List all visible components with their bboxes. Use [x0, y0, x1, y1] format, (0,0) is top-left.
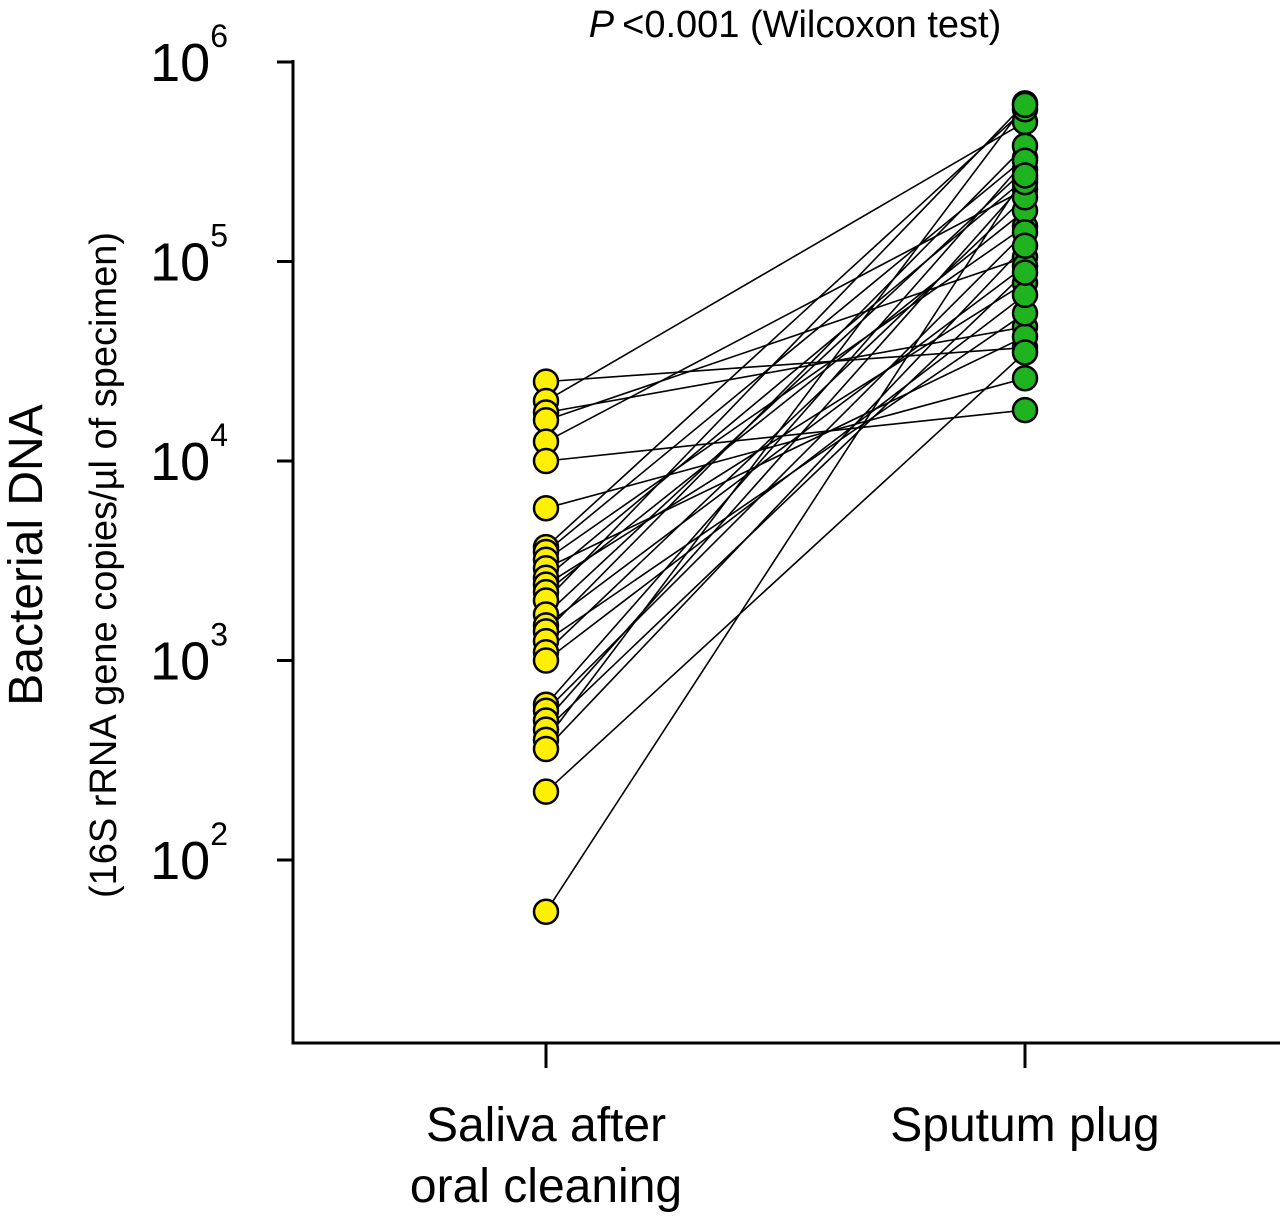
y-tick-base: 10	[150, 632, 210, 692]
y-tick-label: 103	[150, 617, 228, 692]
pair-line	[545, 351, 1026, 793]
pair-line	[545, 271, 1026, 731]
pair-line	[545, 377, 1026, 509]
pair-line	[545, 346, 1026, 383]
chart-title-italic: P	[589, 4, 615, 46]
x-tick-label-line: oral cleaning	[410, 1160, 682, 1213]
pair-line	[545, 326, 1026, 414]
y-tick-exponent: 5	[210, 218, 228, 254]
pair-line	[545, 188, 1026, 443]
y-tick-exponent: 3	[210, 617, 228, 653]
sputum-point	[1011, 162, 1039, 189]
y-tick-base: 10	[150, 233, 210, 293]
pair-line	[545, 121, 1026, 402]
saliva-point	[532, 898, 560, 926]
pair-line	[545, 265, 1026, 627]
pair-line	[545, 102, 1026, 601]
y-tick-base: 10	[150, 831, 210, 891]
y-tick-exponent: 2	[210, 816, 228, 852]
pair-line	[545, 178, 1026, 579]
chart-title: P <0.001 (Wilcoxon test)	[589, 4, 1001, 46]
saliva-point	[532, 735, 560, 763]
y-tick-exponent: 4	[210, 417, 228, 453]
pair-line	[545, 225, 1026, 561]
y-axis-sublabel: (16S rRNA gene copies/µl of specimen)	[83, 232, 125, 898]
sputum-point	[1011, 281, 1039, 309]
saliva-point	[532, 494, 560, 522]
y-tick-label: 102	[150, 816, 228, 891]
y-axis-label-group: Bacterial DNA (16S rRNA gene copies/µl o…	[0, 232, 125, 898]
data-points	[532, 90, 1039, 926]
sputum-point	[1011, 364, 1039, 392]
pair-line	[545, 175, 1026, 913]
pair-line	[545, 160, 1026, 706]
x-tick-label-line: Saliva after	[426, 1099, 666, 1152]
pair-line	[545, 409, 1026, 462]
y-tick-label: 106	[150, 18, 228, 93]
sputum-point	[1011, 396, 1039, 424]
pair-line	[545, 104, 1026, 741]
pair-line	[545, 108, 1026, 548]
x-tick-label: Saliva after oral cleaning	[410, 1099, 682, 1213]
sputum-point	[1011, 339, 1039, 366]
sputum-point	[1011, 259, 1039, 286]
y-tick-base: 10	[150, 432, 210, 492]
chart-title-rest: <0.001 (Wilcoxon test)	[622, 4, 1001, 46]
y-tick-label: 105	[150, 218, 228, 293]
y-tick-base: 10	[150, 33, 210, 93]
pair-line	[545, 294, 1026, 662]
x-tick-label-line: Sputum plug	[890, 1099, 1160, 1152]
x-ticks	[544, 1043, 1027, 1068]
sputum-point	[1011, 91, 1039, 119]
y-tick-label: 104	[150, 417, 228, 492]
x-tick-labels: Saliva after oral cleaning Sputum plug	[410, 1099, 1160, 1213]
pair-line	[545, 181, 1026, 722]
pair-line	[545, 168, 1026, 616]
pair-line	[545, 209, 1026, 593]
pair-lines	[545, 102, 1026, 913]
saliva-point	[532, 778, 560, 805]
y-tick-exponent: 6	[210, 18, 228, 54]
saliva-point	[532, 647, 560, 674]
saliva-point	[532, 447, 560, 475]
sputum-point	[1011, 232, 1039, 259]
pair-line	[545, 245, 1026, 750]
pair-line	[545, 145, 1026, 632]
y-axis-label: Bacterial DNA	[0, 404, 53, 705]
x-tick-label: Sputum plug	[890, 1099, 1160, 1152]
pair-line	[545, 157, 1026, 553]
pair-line	[545, 256, 1026, 422]
axes	[291, 60, 1280, 1045]
pair-line	[545, 196, 1026, 653]
